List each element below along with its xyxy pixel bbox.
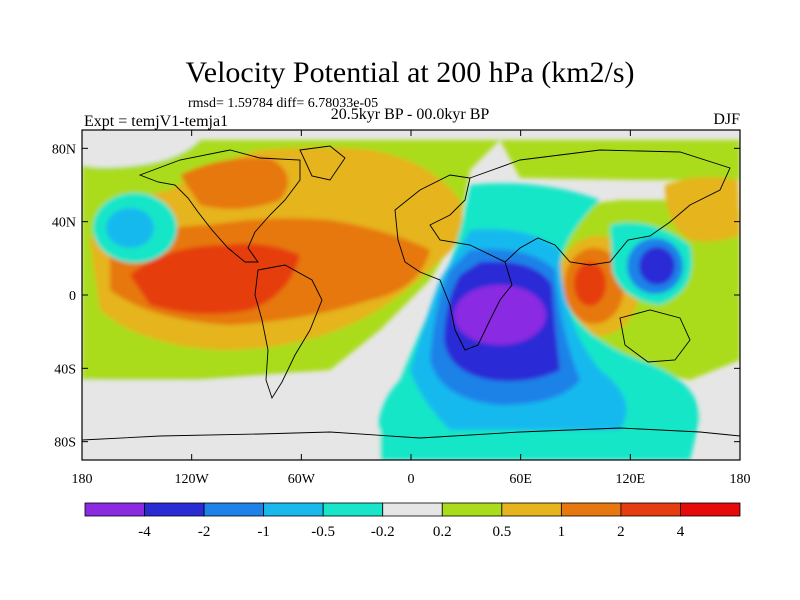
y-tick-label: 80S — [54, 436, 76, 451]
x-tick-label: 120E — [616, 472, 646, 487]
x-tick-label: 180 — [730, 472, 751, 487]
axes: 180 120W 60W 0 60E 120E 180 80N 40N 0 40S 80S — [52, 130, 751, 487]
experiment-label: Expt = temjV1-temja1 — [84, 113, 228, 130]
contour-negative-northpacific-inner — [106, 208, 154, 248]
colorbar-swatch — [84, 502, 145, 517]
colorbar-label: 2 — [617, 524, 625, 540]
colorbar-swatch — [441, 502, 503, 517]
colorbar: -4 -2 -1 -0.5 -0.2 0.2 0.5 1 2 4 — [84, 502, 741, 540]
period-label: 20.5kyr BP - 00.0kyr BP — [331, 106, 490, 123]
colorbar-label: -4 — [138, 524, 151, 540]
x-tick-label: 60W — [288, 472, 316, 487]
colorbar-swatch — [620, 502, 681, 517]
contour-positive-northeast — [500, 140, 740, 180]
contour-fill — [82, 140, 740, 460]
contour-positive-eastpacific — [665, 176, 740, 242]
colorbar-swatch — [560, 502, 622, 517]
colorbar-swatch — [680, 502, 741, 517]
y-tick-label: 40N — [52, 216, 76, 231]
coastline-north-america — [138, 149, 301, 263]
colorbar-swatch — [501, 502, 562, 517]
stats-label: rmsd= 1.59784 diff= 6.78033e-05 — [188, 96, 378, 111]
colorbar-swatch — [144, 502, 205, 517]
y-tick-label: 40S — [54, 362, 76, 377]
y-tick-label: 0 — [69, 289, 76, 304]
colorbar-label: -0.2 — [371, 524, 395, 540]
chart-title: Velocity Potential at 200 hPa (km2/s) — [185, 56, 634, 89]
x-tick-label: 0 — [408, 472, 415, 487]
colorbar-label: 4 — [677, 524, 685, 540]
contour-southern-neutral — [82, 375, 380, 460]
coastline-europe-africa — [394, 174, 513, 351]
coastline-australia — [619, 309, 691, 363]
map-panel — [82, 130, 740, 460]
coastline-asia — [469, 149, 731, 266]
colorbar-swatch — [263, 502, 324, 517]
contour-positive-strong-north — [180, 157, 288, 209]
colorbar-label: -2 — [198, 524, 211, 540]
coastline-south-america — [254, 264, 323, 400]
x-tick-label: 180 — [72, 472, 93, 487]
contour-arctic-neutral — [82, 140, 200, 168]
contour-southern-neutral-east — [700, 370, 740, 460]
contour-negative-min — [454, 285, 546, 345]
coastlines — [82, 145, 740, 441]
contour-westpacific-core — [639, 247, 675, 285]
colorbar-label: 1 — [558, 524, 566, 540]
coastline-greenland — [299, 145, 346, 181]
contour-maritime-core — [574, 262, 606, 306]
coastline-antarctica — [82, 427, 740, 441]
x-tick-label: 120W — [175, 472, 210, 487]
colorbar-label: -0.5 — [311, 524, 335, 540]
x-tick-label: 60E — [509, 472, 532, 487]
colorbar-label: -1 — [257, 524, 270, 540]
colorbar-label: 0.5 — [492, 524, 511, 540]
colorbar-swatch — [203, 502, 265, 517]
colorbar-label: 0.2 — [433, 524, 452, 540]
colorbar-swatch — [382, 502, 443, 517]
season-label: DJF — [713, 111, 740, 128]
colorbar-swatch — [322, 502, 384, 517]
y-tick-label: 80N — [52, 142, 76, 157]
